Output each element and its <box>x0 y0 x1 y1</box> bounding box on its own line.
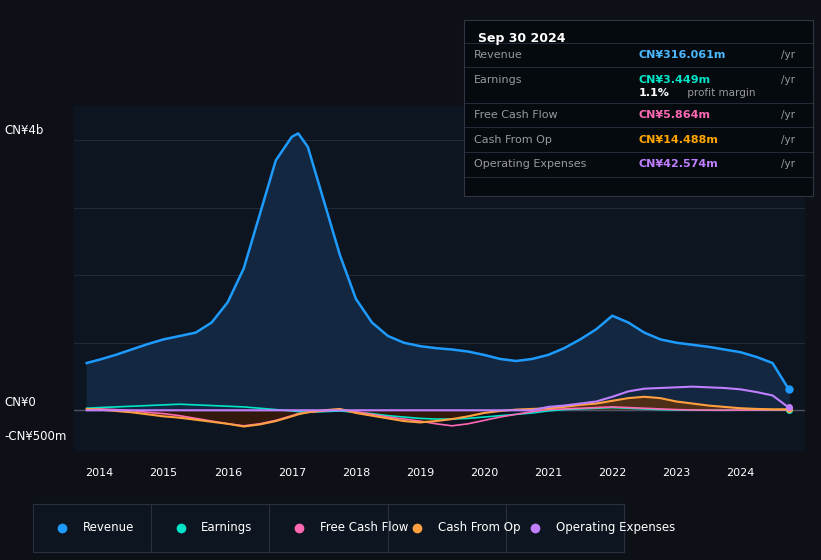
Text: Earnings: Earnings <box>201 521 253 534</box>
Text: 2024: 2024 <box>727 468 754 478</box>
Text: 2022: 2022 <box>599 468 626 478</box>
Text: Cash From Op: Cash From Op <box>438 521 521 534</box>
Text: profit margin: profit margin <box>684 88 755 98</box>
Text: CN¥0: CN¥0 <box>4 396 36 409</box>
Text: CN¥42.574m: CN¥42.574m <box>639 159 718 169</box>
Text: CN¥3.449m: CN¥3.449m <box>639 74 710 85</box>
Text: Earnings: Earnings <box>475 74 523 85</box>
Text: /yr: /yr <box>782 110 796 120</box>
Text: /yr: /yr <box>782 74 796 85</box>
Text: -CN¥500m: -CN¥500m <box>4 430 67 443</box>
Text: Cash From Op: Cash From Op <box>475 134 553 144</box>
Text: /yr: /yr <box>782 50 796 60</box>
Text: Operating Expenses: Operating Expenses <box>556 521 675 534</box>
Text: /yr: /yr <box>782 134 796 144</box>
Text: Revenue: Revenue <box>475 50 523 60</box>
Text: 2017: 2017 <box>277 468 306 478</box>
Text: 2020: 2020 <box>470 468 498 478</box>
Text: Revenue: Revenue <box>83 521 135 534</box>
Text: CN¥14.488m: CN¥14.488m <box>639 134 718 144</box>
Text: 2015: 2015 <box>149 468 177 478</box>
Text: Free Cash Flow: Free Cash Flow <box>319 521 408 534</box>
Text: 2019: 2019 <box>406 468 434 478</box>
Text: 2014: 2014 <box>85 468 113 478</box>
Text: 1.1%: 1.1% <box>639 88 669 98</box>
Text: CN¥316.061m: CN¥316.061m <box>639 50 726 60</box>
Text: CN¥4b: CN¥4b <box>4 124 44 137</box>
Text: /yr: /yr <box>782 159 796 169</box>
Text: 2023: 2023 <box>663 468 690 478</box>
Text: Free Cash Flow: Free Cash Flow <box>475 110 558 120</box>
Text: 2021: 2021 <box>534 468 562 478</box>
Text: 2016: 2016 <box>213 468 241 478</box>
Text: Operating Expenses: Operating Expenses <box>475 159 587 169</box>
Text: CN¥5.864m: CN¥5.864m <box>639 110 710 120</box>
Text: 2018: 2018 <box>342 468 370 478</box>
Text: Sep 30 2024: Sep 30 2024 <box>478 32 566 45</box>
